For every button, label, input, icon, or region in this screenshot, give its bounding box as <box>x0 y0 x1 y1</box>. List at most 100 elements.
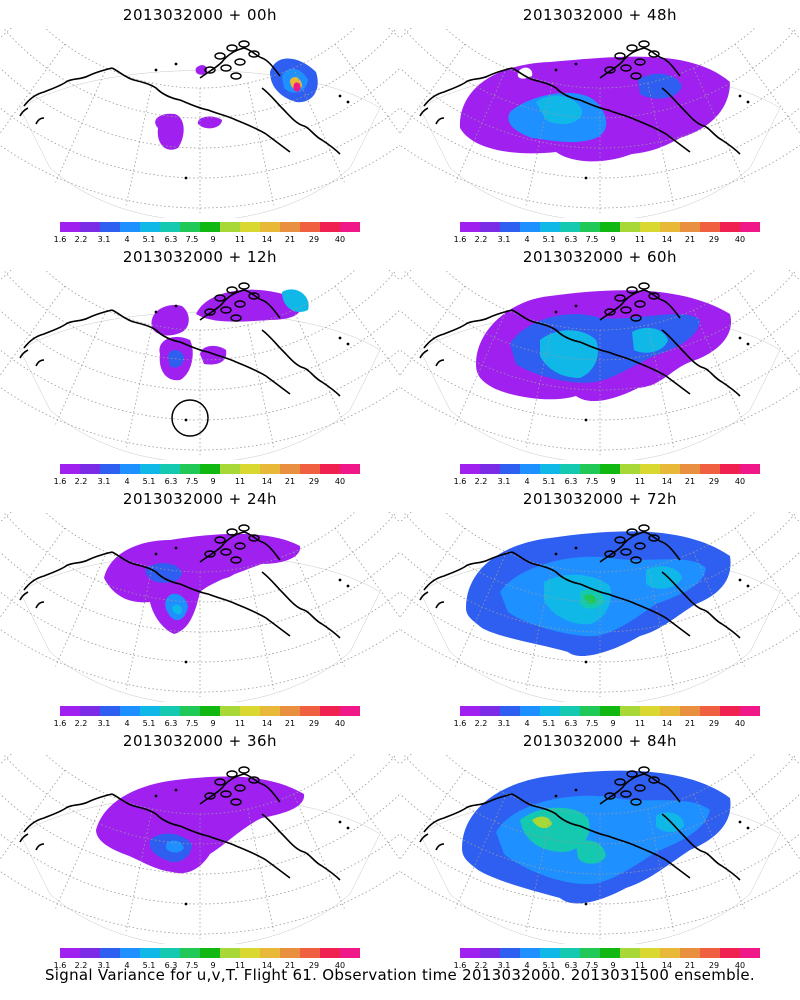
island-dot <box>346 584 350 588</box>
colorbar-swatch <box>200 222 220 232</box>
arctic-island <box>230 72 242 80</box>
colorbar-tick-label: 29 <box>308 719 320 728</box>
coastline <box>199 773 281 805</box>
colorbar-tick-label: 21 <box>684 235 696 244</box>
coastline <box>599 47 681 79</box>
longitude-gridline <box>125 808 153 932</box>
map-panel-84h: 2013032000 + 84h 1.6 2.2 3.1 4 5.1 6.3 7.5 9 11 1… <box>400 726 800 970</box>
arctic-island <box>214 52 226 60</box>
island-dot <box>174 304 178 308</box>
longitude-gridline <box>734 769 800 860</box>
colorbar-tick-label: 40 <box>734 477 746 486</box>
coastline <box>199 47 281 79</box>
longitude-gridline <box>400 270 412 281</box>
variance-contour <box>145 563 182 583</box>
colorbar-tick-label: 29 <box>308 961 320 970</box>
colorbar-swatch <box>300 464 320 474</box>
colorbar-swatch <box>320 222 340 232</box>
colorbar <box>460 706 760 716</box>
colorbar-tick-label: 7.5 <box>585 235 599 244</box>
colorbar-tick-label: 14 <box>661 235 673 244</box>
arctic-island <box>214 294 226 302</box>
colorbar-swatch <box>600 706 620 716</box>
colorbar-tick-label: 29 <box>708 719 720 728</box>
colorbar-tick-label: 4 <box>124 477 130 486</box>
colorbar-swatch <box>660 706 680 716</box>
colorbar-tick-label: 1.6 <box>53 477 67 486</box>
longitude-gridline <box>247 566 275 690</box>
longitude-gridline <box>55 309 107 425</box>
coastline <box>419 591 429 601</box>
colorbar-swatch <box>680 464 700 474</box>
colorbar <box>60 464 360 474</box>
island-dot <box>746 584 750 588</box>
colorbar-swatch <box>460 222 480 232</box>
longitude-gridline <box>388 270 400 281</box>
island-dot <box>338 336 342 340</box>
coastline <box>419 833 429 843</box>
colorbar-tick-label: 4 <box>524 719 530 728</box>
colorbar-swatch <box>300 948 320 958</box>
longitude-gridline <box>455 67 507 183</box>
latitude-gridline <box>2 270 398 361</box>
coastline <box>511 551 691 637</box>
map-panel-00h: 2013032000 + 00h 1.6 2.2 3.1 4 5.1 6.3 7.5 9 11 1… <box>0 0 400 244</box>
arctic-island <box>626 286 638 294</box>
longitude-gridline <box>400 512 412 523</box>
variance-contour <box>517 67 533 79</box>
longitude-gridline <box>525 82 553 206</box>
colorbar-swatch <box>540 464 560 474</box>
variance-contour <box>638 73 682 99</box>
polar-map <box>0 270 400 460</box>
colorbar-tick-label: 14 <box>261 961 273 970</box>
colorbar-tick-label: 4 <box>524 235 530 244</box>
colorbar-tick-label: 1.6 <box>453 961 467 970</box>
longitude-gridline <box>334 285 400 376</box>
map-panel-12h: 2013032000 + 12h 1.6 2.2 3.1 4 5.1 6.3 7.5 9 11 1… <box>0 242 400 486</box>
colorbar-swatch <box>120 464 140 474</box>
variance-contour <box>536 95 583 125</box>
arctic-island <box>248 776 260 784</box>
longitude-gridline <box>693 793 745 909</box>
longitude-gridline <box>334 527 400 618</box>
panel-title: 2013032000 + 00h <box>122 6 278 24</box>
arctic-island <box>614 778 626 786</box>
colorbar-tick-label: 2.2 <box>474 719 488 728</box>
colorbar-tick-label: 3.1 <box>497 961 511 970</box>
colorbar-swatch <box>100 948 120 958</box>
polar-map <box>400 512 800 702</box>
coastline <box>23 551 113 591</box>
map-panel-36h: 2013032000 + 36h 1.6 2.2 3.1 4 5.1 6.3 7.5 9 11 1… <box>0 726 400 970</box>
colorbar-swatch <box>460 948 480 958</box>
colorbar-tick-label: 2.2 <box>474 961 488 970</box>
colorbar-swatch <box>460 706 480 716</box>
colorbar-swatch <box>220 222 240 232</box>
arctic-island <box>226 44 238 52</box>
arctic-island <box>604 308 616 316</box>
longitude-gridline <box>293 309 345 425</box>
colorbar-tick-label: 3.1 <box>97 477 111 486</box>
colorbar-tick-label: 2.2 <box>474 235 488 244</box>
colorbar-tick-label: 5.1 <box>142 719 156 728</box>
coastline <box>435 117 445 125</box>
island-dot <box>338 820 342 824</box>
colorbar-swatch <box>260 222 280 232</box>
colorbar-swatch <box>80 706 100 716</box>
longitude-gridline <box>525 566 553 690</box>
colorbar-swatch <box>560 706 580 716</box>
island-dot <box>746 100 750 104</box>
colorbar-swatch <box>620 948 640 958</box>
coastline <box>19 591 29 601</box>
longitude-gridline <box>788 754 800 765</box>
arctic-island <box>238 282 250 290</box>
colorbar-tick-label: 1.6 <box>53 961 67 970</box>
coastline <box>511 793 691 879</box>
colorbar-tick-label: 11 <box>634 477 646 486</box>
colorbar-swatch <box>600 464 620 474</box>
colorbar-swatch <box>700 222 720 232</box>
island-dot <box>346 826 350 830</box>
colorbar-tick-label: 9 <box>210 961 216 970</box>
colorbar-swatch <box>160 222 180 232</box>
colorbar-swatch <box>700 464 720 474</box>
colorbar-swatch <box>60 706 80 716</box>
